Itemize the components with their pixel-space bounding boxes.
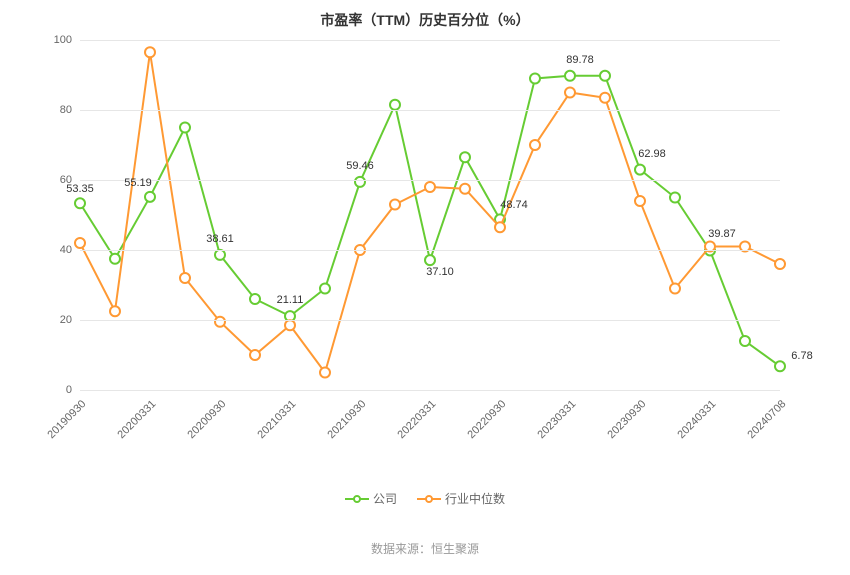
legend: 公司 行业中位数: [0, 490, 850, 508]
chart-container: 市盈率（TTM）历史百分位（%） 02040608010020190930202…: [0, 0, 850, 575]
series-marker: [775, 361, 785, 371]
series-line-0: [80, 76, 780, 367]
series-marker: [110, 254, 120, 264]
gridline: [80, 180, 780, 181]
series-marker: [250, 294, 260, 304]
series-marker: [425, 182, 435, 192]
x-axis-tick: 20200331: [115, 398, 158, 441]
legend-label: 公司: [373, 490, 397, 507]
x-axis-tick: 20230331: [535, 398, 578, 441]
y-axis-tick: 40: [60, 244, 72, 256]
series-marker: [530, 74, 540, 84]
series-marker: [390, 200, 400, 210]
series-marker: [425, 255, 435, 265]
chart-svg: [80, 40, 780, 390]
series-marker: [775, 259, 785, 269]
series-marker: [600, 71, 610, 81]
x-axis-tick: 20210930: [325, 398, 368, 441]
x-axis-tick: 20200930: [185, 398, 228, 441]
series-marker: [355, 177, 365, 187]
series-marker: [75, 238, 85, 248]
series-marker: [740, 336, 750, 346]
x-axis-tick: 20230930: [605, 398, 648, 441]
y-axis-tick: 100: [54, 34, 72, 46]
series-marker: [460, 184, 470, 194]
data-source: 数据来源：恒生聚源: [0, 540, 850, 557]
point-label: 6.78: [791, 350, 812, 362]
legend-label: 行业中位数: [445, 490, 505, 507]
y-axis-tick: 0: [66, 384, 72, 396]
point-label: 48.74: [500, 199, 528, 211]
point-label: 21.11: [277, 294, 304, 306]
point-label: 39.87: [708, 228, 736, 240]
x-axis-tick: 20220930: [465, 398, 508, 441]
series-marker: [180, 273, 190, 283]
series-marker: [320, 368, 330, 378]
plot-area: 0204060801002019093020200331202009302021…: [80, 40, 780, 390]
legend-item-0[interactable]: 公司: [345, 490, 397, 507]
x-axis-tick: 20240331: [675, 398, 718, 441]
gridline: [80, 320, 780, 321]
y-axis-tick: 80: [60, 104, 72, 116]
x-axis-tick: 20210331: [255, 398, 298, 441]
series-marker: [530, 140, 540, 150]
series-marker: [460, 152, 470, 162]
x-axis-tick: 20240708: [745, 398, 788, 441]
series-marker: [565, 71, 575, 81]
series-marker: [495, 222, 505, 232]
point-label: 59.46: [346, 160, 374, 172]
x-axis-tick: 20220331: [395, 398, 438, 441]
series-marker: [600, 93, 610, 103]
series-line-1: [80, 52, 780, 372]
series-marker: [320, 284, 330, 294]
series-marker: [110, 306, 120, 316]
series-marker: [635, 196, 645, 206]
point-label: 89.78: [566, 54, 594, 66]
gridline: [80, 110, 780, 111]
legend-marker-icon: [345, 493, 369, 505]
series-marker: [215, 317, 225, 327]
point-label: 38.61: [206, 233, 234, 245]
chart-title: 市盈率（TTM）历史百分位（%）: [0, 10, 850, 30]
series-marker: [390, 100, 400, 110]
point-label: 53.35: [66, 183, 94, 195]
series-marker: [250, 350, 260, 360]
series-marker: [670, 193, 680, 203]
legend-item-1[interactable]: 行业中位数: [417, 490, 505, 507]
point-label: 37.10: [426, 266, 454, 278]
legend-marker-icon: [417, 493, 441, 505]
series-marker: [635, 165, 645, 175]
series-marker: [180, 123, 190, 133]
series-marker: [145, 47, 155, 57]
series-marker: [565, 88, 575, 98]
x-axis-tick: 20190930: [45, 398, 88, 441]
point-label: 62.98: [638, 148, 666, 160]
series-marker: [670, 284, 680, 294]
series-marker: [215, 250, 225, 260]
gridline: [80, 40, 780, 41]
series-marker: [75, 198, 85, 208]
point-label: 55.19: [124, 177, 152, 189]
gridline: [80, 250, 780, 251]
gridline: [80, 390, 780, 391]
y-axis-tick: 20: [60, 314, 72, 326]
series-marker: [145, 192, 155, 202]
series-marker: [285, 320, 295, 330]
